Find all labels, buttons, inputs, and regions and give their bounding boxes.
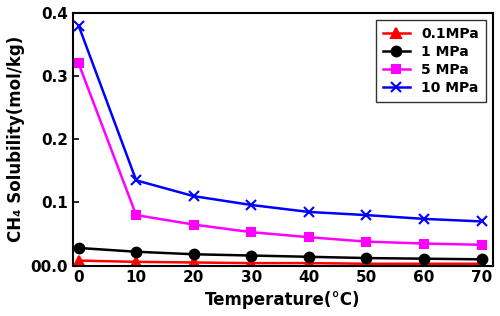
10 MPa [364,213,370,217]
5 MPa [364,240,370,244]
1 MPa [133,250,139,254]
10 MPa [190,194,196,198]
Line: 5 MPa: 5 MPa [74,59,486,249]
0.1MPa [190,261,196,264]
10 MPa [133,179,139,182]
0.1MPa [306,261,312,265]
Line: 10 MPa: 10 MPa [74,21,486,226]
10 MPa [248,203,254,207]
0.1MPa [421,262,427,266]
0.1MPa [133,260,139,264]
X-axis label: Temperature(°C): Temperature(°C) [205,291,360,309]
1 MPa [248,254,254,258]
Y-axis label: CH₄ Solubility(mol/kg): CH₄ Solubility(mol/kg) [7,36,25,242]
0.1MPa [76,259,82,263]
10 MPa [76,24,82,27]
5 MPa [306,235,312,239]
0.1MPa [364,262,370,266]
1 MPa [76,246,82,250]
1 MPa [364,256,370,260]
5 MPa [248,230,254,234]
10 MPa [306,210,312,214]
0.1MPa [248,261,254,265]
1 MPa [421,257,427,261]
1 MPa [306,255,312,259]
5 MPa [421,242,427,246]
1 MPa [478,258,484,261]
Legend: 0.1MPa, 1 MPa, 5 MPa, 10 MPa: 0.1MPa, 1 MPa, 5 MPa, 10 MPa [376,20,486,102]
5 MPa [190,223,196,227]
10 MPa [421,217,427,221]
5 MPa [133,213,139,217]
Line: 0.1MPa: 0.1MPa [74,256,486,269]
5 MPa [76,62,82,65]
0.1MPa [478,262,484,266]
1 MPa [190,252,196,256]
5 MPa [478,243,484,247]
Line: 1 MPa: 1 MPa [74,243,486,264]
10 MPa [478,220,484,223]
